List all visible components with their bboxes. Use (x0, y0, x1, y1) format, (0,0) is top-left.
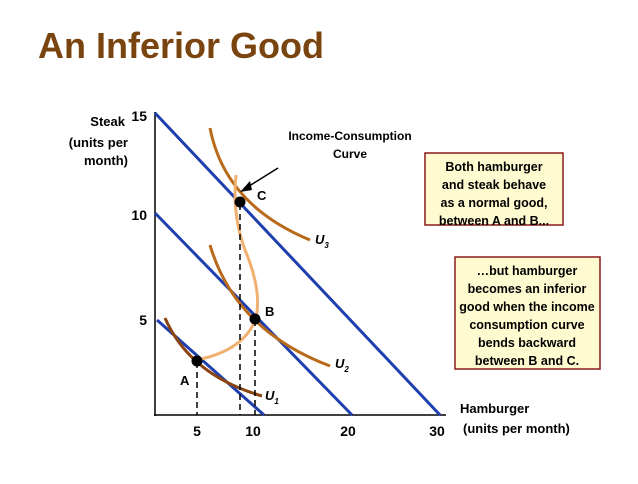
note: …but hamburger becomes an inferior good wh… (459, 264, 594, 368)
budget-line (153, 111, 442, 417)
icc-curve (196, 174, 260, 362)
note-line: …but hamburger (477, 264, 578, 278)
note-line: as a normal good, (441, 196, 548, 210)
note-line: between B and C. (475, 354, 579, 368)
x-label: Hamburger (460, 401, 529, 416)
y-tick-label: 5 (139, 312, 147, 328)
note-line: Both hamburger (445, 160, 542, 174)
diagram (153, 111, 446, 417)
title: An Inferior Good (38, 25, 324, 66)
arrow (245, 167, 279, 189)
point-label: A (180, 373, 190, 388)
u-label: U3 (315, 232, 329, 250)
u-label: U1 (265, 388, 279, 406)
y-label: (units per (69, 135, 128, 150)
y-label: Steak (90, 114, 125, 129)
x-tick-label: 5 (193, 423, 201, 439)
y-tick-label: 15 (131, 108, 147, 124)
note-box (424, 152, 564, 226)
note-line: bends backward (478, 336, 576, 350)
note-line: between A and B... (439, 214, 549, 228)
y-tick-label: 10 (131, 207, 147, 223)
note-line: and steak behave (442, 178, 546, 192)
note-box (454, 256, 601, 370)
point (191, 355, 203, 367)
indifference-curve (163, 317, 263, 398)
icc-label: Income-Consumption (288, 129, 411, 143)
point-label: C (257, 188, 267, 203)
indifference-curve (208, 127, 311, 242)
note-line: becomes an inferior (468, 282, 587, 296)
point (249, 313, 261, 325)
point-label: B (265, 304, 274, 319)
note-line: good when the income (459, 300, 594, 314)
x-tick-label: 20 (340, 423, 356, 439)
x-tick-label: 30 (429, 423, 445, 439)
arrow-head (240, 181, 252, 192)
labels: Steak (units per month) 15 10 5 5 10 20 … (69, 108, 570, 439)
note: Both hamburger and steak behave as a norma… (439, 160, 549, 228)
note-line: consumption curve (469, 318, 584, 332)
point (234, 196, 246, 208)
icc-label: Curve (333, 147, 367, 161)
x-label: (units per month) (463, 421, 570, 436)
y-label: month) (84, 153, 128, 168)
u-label: U2 (335, 356, 349, 374)
x-tick-label: 10 (245, 423, 261, 439)
